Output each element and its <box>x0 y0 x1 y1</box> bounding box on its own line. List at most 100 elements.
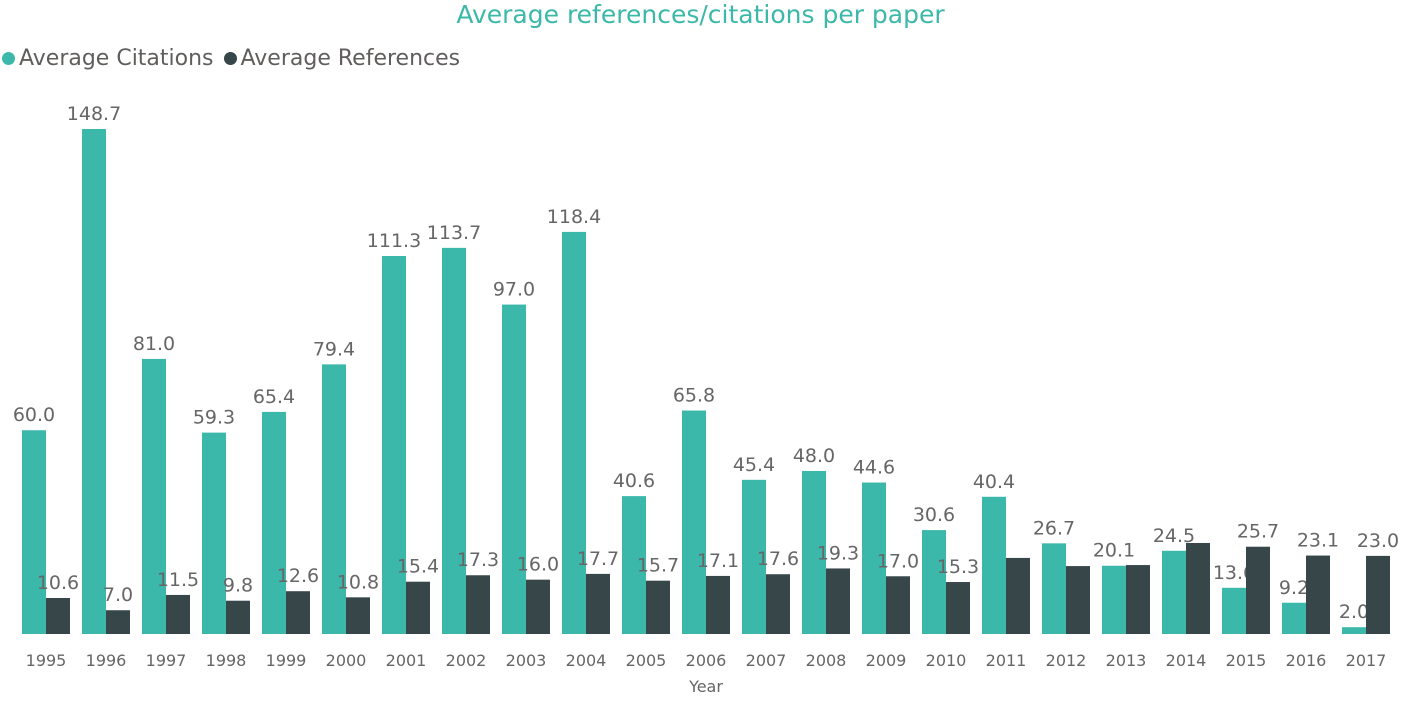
data-label: 79.4 <box>313 338 355 360</box>
data-label: 19.3 <box>817 542 859 564</box>
data-label: 17.6 <box>757 548 799 570</box>
bar-references <box>946 582 970 634</box>
x-tick-label: 1997 <box>146 651 187 670</box>
x-tick-label: 2015 <box>1226 651 1267 670</box>
bar-citations <box>322 364 346 634</box>
legend: Average Citations Average References <box>2 46 470 71</box>
data-label: 9.2 <box>1279 577 1309 599</box>
data-label: 81.0 <box>133 333 175 355</box>
data-label: 118.4 <box>547 206 601 228</box>
data-label: 40.6 <box>613 470 655 492</box>
legend-dot-references <box>223 52 237 65</box>
x-tick-label: 1998 <box>206 651 247 670</box>
bar-references <box>526 579 550 634</box>
bar-citations <box>862 482 886 634</box>
bar-references <box>1006 557 1030 634</box>
data-label: 2.0 <box>1339 601 1369 623</box>
x-tick-label: 2014 <box>1166 651 1207 670</box>
data-label: 25.7 <box>1237 521 1279 543</box>
bar-citations <box>82 129 106 634</box>
bar-citations <box>142 358 166 634</box>
legend-label: Average Citations <box>19 46 214 71</box>
x-tick-label: 2005 <box>626 651 667 670</box>
data-label: 20.1 <box>1093 540 1135 562</box>
bar-citations <box>502 304 526 634</box>
x-tick-label: 2008 <box>806 651 847 670</box>
data-label: 17.0 <box>877 550 919 572</box>
data-label: 60.0 <box>13 404 55 426</box>
bar-references <box>826 568 850 634</box>
bar-citations <box>1042 543 1066 634</box>
data-label: 15.7 <box>637 555 679 577</box>
data-label: 10.8 <box>337 571 379 593</box>
data-label: 10.6 <box>37 572 79 594</box>
bar-references <box>166 594 190 634</box>
bar-references <box>466 575 490 634</box>
legend-item-references[interactable]: Average References <box>223 46 461 71</box>
x-tick-label: 2007 <box>746 651 787 670</box>
bar-references <box>1306 555 1330 634</box>
data-label: 111.3 <box>367 230 421 252</box>
bar-references <box>1246 546 1270 634</box>
data-label: 48.0 <box>793 445 835 467</box>
data-label: 17.1 <box>697 550 739 572</box>
x-tick-label: 1999 <box>266 651 307 670</box>
x-tick-label: 2003 <box>506 651 547 670</box>
x-tick-label: 1996 <box>86 651 127 670</box>
data-label: 40.4 <box>973 471 1015 493</box>
x-tick-label: 2013 <box>1106 651 1147 670</box>
bar-references <box>586 573 610 634</box>
bar-citations <box>202 432 226 634</box>
bar-citations <box>802 470 826 634</box>
x-tick-label: 2001 <box>386 651 427 670</box>
chart-title: Average references/citations per paper <box>456 0 945 29</box>
data-label: 17.3 <box>457 549 499 571</box>
x-tick-label: 2017 <box>1346 651 1387 670</box>
data-label: 12.6 <box>277 565 319 587</box>
bar-citations <box>382 256 406 634</box>
bar-citations <box>1102 565 1126 634</box>
x-tick-label: 2009 <box>866 651 907 670</box>
legend-dot-citations <box>2 52 15 65</box>
bar-references <box>346 597 370 634</box>
bar-references <box>286 591 310 634</box>
data-label: 23.0 <box>1357 530 1399 552</box>
bar-citations <box>22 430 46 634</box>
bar-references <box>226 600 250 634</box>
bar-citations <box>262 411 286 634</box>
bar-citations <box>1162 550 1186 634</box>
data-label: 7.0 <box>103 584 133 606</box>
data-label: 44.6 <box>853 457 895 479</box>
bar-references <box>406 581 430 634</box>
x-tick-label: 2000 <box>326 651 367 670</box>
x-tick-label: 2012 <box>1046 651 1087 670</box>
bar-references <box>886 576 910 634</box>
bar-citations <box>442 247 466 635</box>
x-tick-label: 2011 <box>986 651 1027 670</box>
x-tick-label: 1995 <box>26 651 67 670</box>
bar-citations <box>682 410 706 634</box>
data-label: 15.4 <box>397 556 439 578</box>
data-label: 97.0 <box>493 279 535 301</box>
legend-item-citations[interactable]: Average Citations <box>2 46 214 71</box>
data-label: 13.6 <box>1213 562 1255 584</box>
bar-citations <box>742 479 766 634</box>
bar-citations <box>562 231 586 635</box>
x-tick-label: 2002 <box>446 651 487 670</box>
data-label: 148.7 <box>67 103 121 125</box>
bar-references <box>1126 565 1150 634</box>
data-label: 65.8 <box>673 385 715 407</box>
data-label: 30.6 <box>913 504 955 526</box>
bar-references <box>1066 566 1090 634</box>
bar-references <box>1186 542 1210 634</box>
data-label: 23.1 <box>1297 530 1339 552</box>
x-tick-label: 2010 <box>926 651 967 670</box>
x-tick-label: 2004 <box>566 651 607 670</box>
data-label: 15.3 <box>937 556 979 578</box>
data-label: 45.4 <box>733 454 775 476</box>
bar-references <box>1366 555 1390 634</box>
data-label: 17.7 <box>577 548 619 570</box>
x-axis-title: Year <box>688 677 723 696</box>
legend-label: Average References <box>240 46 461 71</box>
